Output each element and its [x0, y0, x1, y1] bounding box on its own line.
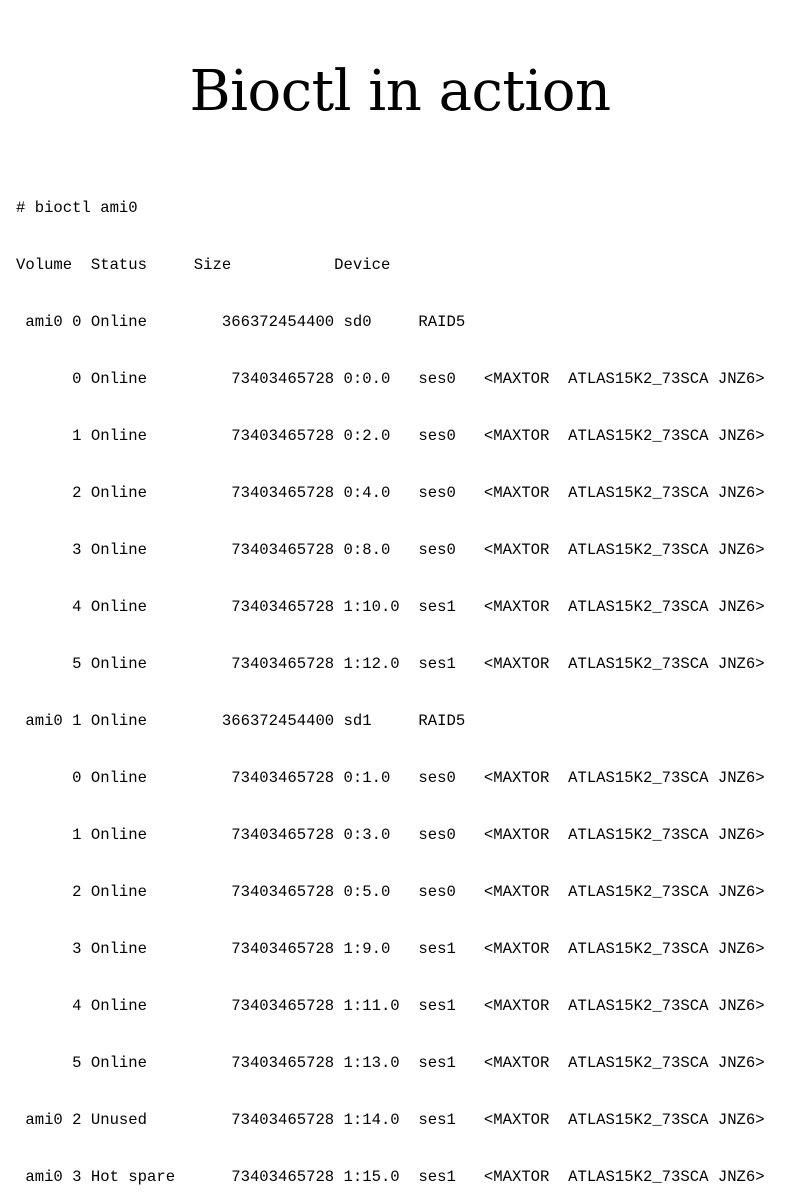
table-row: 1 Online 73403465728 0:3.0 ses0 <MAXTOR …: [16, 826, 765, 844]
slide: Bioctl in action # bioctl ami0 Volume St…: [16, 59, 765, 1186]
table-row: 5 Online 73403465728 1:13.0 ses1 <MAXTOR…: [16, 1054, 765, 1072]
slide-title: Bioctl in action: [189, 59, 611, 124]
table-row: 0 Online 73403465728 0:1.0 ses0 <MAXTOR …: [16, 769, 765, 787]
table-row: 3 Online 73403465728 1:9.0 ses1 <MAXTOR …: [16, 940, 765, 958]
table-row: 3 Online 73403465728 0:8.0 ses0 <MAXTOR …: [16, 541, 765, 559]
table-row: 2 Online 73403465728 0:5.0 ses0 <MAXTOR …: [16, 883, 765, 901]
table-row: 5 Online 73403465728 1:12.0 ses1 <MAXTOR…: [16, 655, 765, 673]
table-row: 4 Online 73403465728 1:11.0 ses1 <MAXTOR…: [16, 997, 765, 1015]
table-row: ami0 0 Online 366372454400 sd0 RAID5: [16, 313, 466, 331]
table-row: ami0 1 Online 366372454400 sd1 RAID5: [16, 712, 466, 730]
table-row: 1 Online 73403465728 0:2.0 ses0 <MAXTOR …: [16, 427, 765, 445]
table-row: 0 Online 73403465728 0:0.0 ses0 <MAXTOR …: [16, 370, 765, 388]
table-row: ami0 2 Unused 73403465728 1:14.0 ses1 <M…: [16, 1111, 765, 1129]
command-line: # bioctl ami0: [16, 199, 138, 217]
table-row: 2 Online 73403465728 0:4.0 ses0 <MAXTOR …: [16, 484, 765, 502]
terminal-output: # bioctl ami0 Volume Status Size Device …: [16, 161, 792, 1200]
table-row: ami0 3 Hot spare 73403465728 1:15.0 ses1…: [16, 1168, 765, 1186]
table-row: 4 Online 73403465728 1:10.0 ses1 <MAXTOR…: [16, 598, 765, 616]
table-header: Volume Status Size Device: [16, 256, 391, 274]
